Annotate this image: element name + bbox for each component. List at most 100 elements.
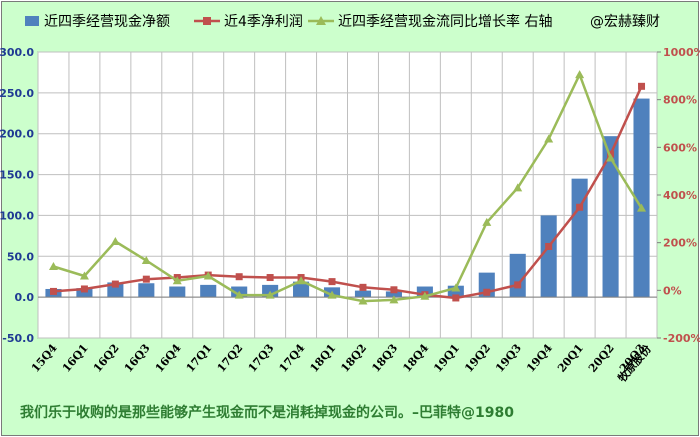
legend-item-growth: 近四季经营现金流同比增长率 右轴 <box>308 11 552 31</box>
legend-swatch-bar <box>25 16 39 26</box>
y-tick-label: 50.0 <box>7 250 34 263</box>
credit-text: @宏赫臻财 <box>590 14 660 30</box>
x-tick-label: 20Q1 <box>555 342 586 375</box>
growth-marker <box>637 203 647 212</box>
profit-marker <box>80 285 88 293</box>
growth-marker <box>575 70 585 79</box>
growth-marker <box>172 276 182 285</box>
profit-marker <box>49 287 57 295</box>
x-tick-label: 19Q3 <box>493 342 524 375</box>
legend-swatch-growth <box>308 16 334 25</box>
cash-bar <box>76 288 93 298</box>
y-tick-label: 0.0 <box>15 291 35 304</box>
legend: 近四季经营现金净额 近4季净利润 近四季经营现金流同比增长率 右轴 @宏赫臻财 <box>10 11 700 35</box>
growth-marker <box>389 295 399 304</box>
cash-bar <box>107 282 124 298</box>
y-tick-label: 100.0 <box>0 209 34 222</box>
growth-marker <box>296 276 306 285</box>
profit-marker <box>328 278 336 286</box>
growth-marker <box>606 153 616 162</box>
profit-marker <box>266 274 274 282</box>
line-layer <box>48 70 647 305</box>
profit-marker <box>452 294 460 302</box>
y2-tick-label: 400% <box>663 189 697 202</box>
x-tick-label: 20Q2 <box>586 342 617 375</box>
growth-marker <box>482 217 492 226</box>
profit-line <box>53 85 643 300</box>
y2-tick-label: 0% <box>663 284 682 297</box>
grid-layer <box>37 51 658 339</box>
growth-marker <box>110 236 120 245</box>
legend-label-profit: 近4季净利润 <box>224 14 303 30</box>
x-tick-label: 18Q2 <box>338 342 369 375</box>
x-tick-label: 17Q1 <box>184 342 215 375</box>
profit-marker <box>359 283 367 291</box>
profit-marker <box>638 82 646 90</box>
x-tick-label: 16Q4 <box>153 341 184 375</box>
x-tick-label: 18Q1 <box>307 342 338 375</box>
x-tick-label: 18Q4 <box>400 341 431 375</box>
legend-label-growth: 近四季经营现金流同比增长率 右轴 <box>338 14 553 30</box>
growth-marker <box>79 271 89 280</box>
cash-bar <box>633 98 650 298</box>
x-tick-label: 19Q4 <box>524 341 555 375</box>
x-tick-label: 16Q1 <box>60 342 91 375</box>
x-tick-label: 19Q1 <box>431 342 462 375</box>
x-tick-label: 17Q4 <box>276 341 307 375</box>
profit-marker <box>111 280 119 288</box>
growth-marker <box>265 290 275 299</box>
growth-marker <box>358 296 368 305</box>
y-tick-label: 150.0 <box>0 169 34 182</box>
legend-swatch-profit <box>194 17 220 25</box>
legend-item-profit: 近4季净利润 <box>194 11 303 31</box>
x-tick-label: 18Q3 <box>369 342 400 375</box>
profit-marker <box>514 281 522 289</box>
cash-bar <box>293 281 310 298</box>
growth-marker <box>48 262 58 270</box>
cash-bar <box>540 215 557 298</box>
x-tick-label: 16Q2 <box>91 342 122 375</box>
x-tick-label: 19Q2 <box>462 342 493 375</box>
legend-item-cash: 近四季经营现金净额 <box>24 11 170 31</box>
y-tick-label: 300.0 <box>0 46 34 59</box>
cash-bar <box>385 291 402 298</box>
growth-marker <box>141 256 151 265</box>
cash-bar <box>509 253 526 298</box>
profit-marker <box>235 273 243 281</box>
y-tick-label: 250.0 <box>0 87 34 100</box>
footer-quote: 我们乐于收购的是那些能够产生现金而不是消耗掉现金的公司。–巴菲特@1980 <box>20 405 514 421</box>
growth-marker <box>451 283 461 292</box>
x-tick-label: 17Q3 <box>246 342 277 375</box>
y2-tick-label: -200% <box>663 332 700 345</box>
cash-bar <box>138 283 155 298</box>
growth-line <box>53 73 643 303</box>
profit-marker <box>390 286 398 294</box>
profit-marker <box>576 203 584 211</box>
legend-label-cash: 近四季经营现金净额 <box>44 14 170 30</box>
bar-layer <box>45 98 650 298</box>
y-tick-label: 200.0 <box>0 128 34 141</box>
y2-tick-label: 800% <box>663 94 697 107</box>
y2-tick-label: 1000% <box>663 46 700 59</box>
cash-bar <box>200 284 217 298</box>
profit-marker <box>483 288 491 296</box>
x-tick-label: 17Q2 <box>215 342 246 375</box>
cash-bar <box>354 290 372 298</box>
growth-marker <box>420 291 430 300</box>
y-tick-label: -50.0 <box>2 332 34 345</box>
y2-tick-label: 200% <box>663 237 697 250</box>
cash-bar <box>571 178 588 298</box>
y2-tick-label: 600% <box>663 141 697 154</box>
growth-marker <box>544 134 554 143</box>
growth-marker <box>234 290 244 299</box>
legend-credit: @宏赫臻财 <box>590 11 660 31</box>
growth-marker <box>327 290 337 299</box>
x-tick-label: 16Q3 <box>122 342 153 375</box>
growth-marker <box>203 271 213 280</box>
profit-marker <box>545 242 553 250</box>
profit-marker <box>142 275 150 283</box>
cash-bar <box>602 136 619 298</box>
x-tick-label: 15Q4 <box>29 341 60 375</box>
growth-marker <box>513 183 523 192</box>
